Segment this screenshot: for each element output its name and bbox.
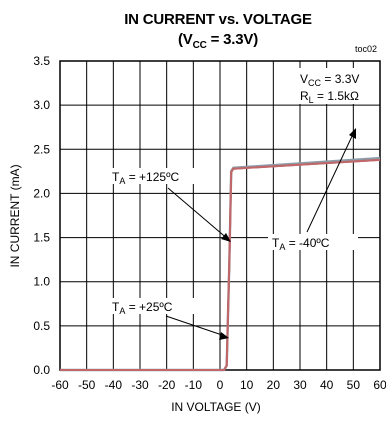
x-tick-label: -30 xyxy=(131,378,149,392)
x-tick-label: 50 xyxy=(347,378,361,392)
x-axis-label: IN VOLTAGE (V) xyxy=(171,400,261,414)
x-tick-label: 10 xyxy=(240,378,254,392)
vcc-condition: VCC = 3.3V xyxy=(300,72,359,88)
y-tick-label: 0.0 xyxy=(33,363,50,377)
y-tick-label: 2.5 xyxy=(33,142,50,156)
series-line-3 xyxy=(60,158,381,371)
x-tick-label: 0 xyxy=(217,378,224,392)
y-tick-label: 0.5 xyxy=(33,319,50,333)
y-tick-label: 2.0 xyxy=(33,186,50,200)
chart-title: IN CURRENT vs. VOLTAGE xyxy=(124,11,312,28)
annotation-125c-arrow xyxy=(167,187,230,241)
rl-condition: RL = 1.5kΩ xyxy=(300,89,359,105)
y-tick-label: 1.5 xyxy=(33,231,50,245)
x-tick-label: -60 xyxy=(51,378,69,392)
y-axis-label: IN CURRENT (mA) xyxy=(8,164,22,267)
annotation-25c-arrow xyxy=(165,315,226,337)
x-tick-label: 30 xyxy=(293,378,307,392)
y-tick-label: 3.5 xyxy=(33,54,50,68)
figure-tag: toc02 xyxy=(355,44,378,54)
annotation-40c-arrow xyxy=(306,131,355,233)
annotation-125c-label: TA = +125ºC xyxy=(112,170,179,186)
x-tick-label: -20 xyxy=(158,378,176,392)
chart-subtitle: (VCC = 3.3V) xyxy=(177,31,258,51)
y-tick-label: 1.0 xyxy=(33,275,50,289)
y-tick-label: 3.0 xyxy=(33,98,50,112)
x-tick-label: -10 xyxy=(185,378,203,392)
annotation-40c: TA = -40ºC xyxy=(268,128,358,252)
annotation-25c-label: TA = +25ºC xyxy=(112,300,173,316)
x-tick-label: 20 xyxy=(267,378,281,392)
conditions-box: VCC = 3.3V RL = 1.5kΩ xyxy=(293,68,373,105)
annotation-25c: TA = +25ºC xyxy=(108,298,229,340)
x-tick-label: -50 xyxy=(78,378,96,392)
annotation-125c: TA = +125ºC xyxy=(108,168,231,242)
x-tick-label: 40 xyxy=(320,378,334,392)
x-tick-label: 60 xyxy=(373,378,386,392)
x-tick-label: -40 xyxy=(105,378,123,392)
annotation-40c-label: TA = -40ºC xyxy=(272,236,330,252)
